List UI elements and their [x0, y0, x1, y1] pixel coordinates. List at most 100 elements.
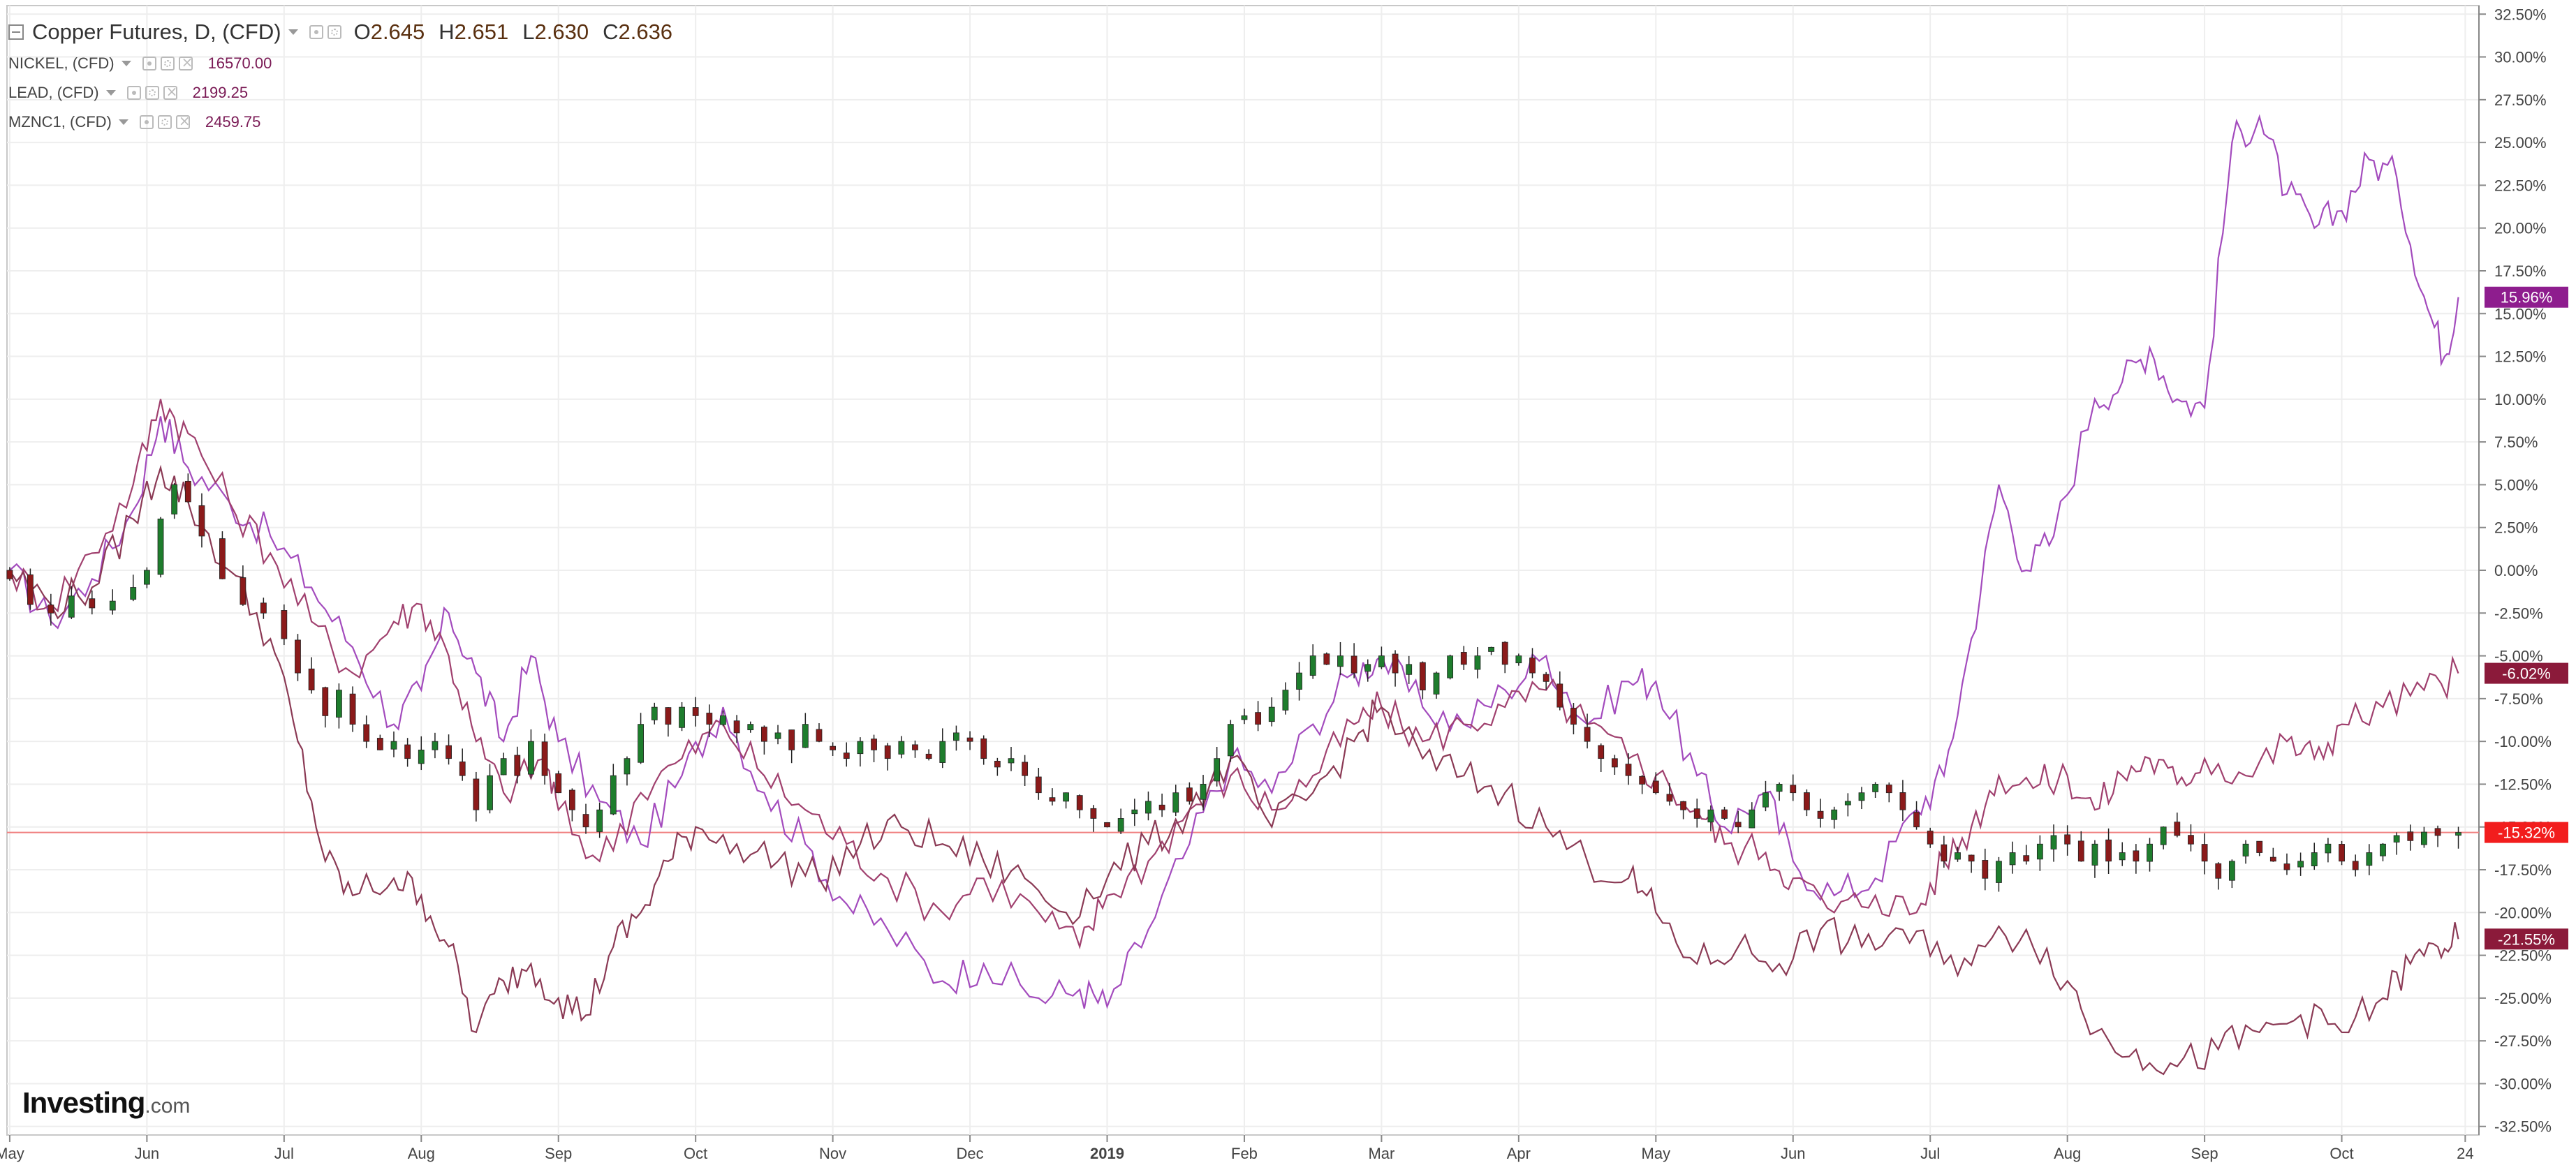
x-tick-label: Dec	[957, 1145, 984, 1162]
candle-up	[1296, 672, 1302, 690]
candle-down	[473, 778, 480, 810]
candle-down	[1652, 780, 1659, 794]
candle-down	[2269, 856, 2276, 862]
open-number: 2.645	[370, 20, 425, 44]
visibility-icon[interactable]	[309, 25, 323, 39]
legend-overlay-zinc: MZNC1, (CFD) 2459.75	[8, 107, 686, 137]
candle-down	[1090, 808, 1097, 819]
visibility-icon[interactable]	[139, 115, 154, 129]
candle-down	[1735, 822, 1742, 828]
candle-down	[1584, 727, 1591, 742]
candle-up	[1749, 809, 1756, 829]
y-tick-label: -5.00%	[2494, 648, 2543, 665]
x-tick-label: May	[0, 1145, 24, 1162]
candle-up	[1337, 655, 1344, 667]
candle-down	[2188, 835, 2194, 845]
visibility-icon[interactable]	[142, 57, 156, 71]
candle-up	[2325, 843, 2332, 854]
close-icon[interactable]	[175, 112, 191, 129]
candle-down	[1899, 792, 1906, 810]
candle-down	[1501, 641, 1508, 665]
candle-up	[2311, 852, 2318, 867]
candle-up	[1378, 655, 1385, 667]
logo-brand: Investing	[22, 1086, 145, 1119]
y-tick-label: 25.00%	[2494, 134, 2547, 151]
candle-down	[2064, 834, 2071, 845]
y-tick-label: -17.50%	[2494, 861, 2552, 879]
collapse-icon[interactable]	[8, 24, 24, 40]
y-tick-label: -12.50%	[2494, 776, 2552, 793]
candle-down	[925, 753, 932, 759]
candle-up	[2366, 852, 2373, 866]
candle-down	[2077, 840, 2084, 862]
candle-up	[651, 706, 658, 720]
close-icon[interactable]	[163, 83, 177, 100]
candle-down	[2407, 831, 2414, 841]
overlay-name[interactable]: NICKEL, (CFD)	[8, 54, 115, 72]
y-tick-label: -25.00%	[2494, 990, 2552, 1007]
candle-up	[2380, 843, 2386, 856]
candle-down	[2434, 828, 2441, 836]
y-tick-label: 0.00%	[2494, 562, 2538, 579]
main-symbol-title[interactable]: Copper Futures, D, (CFD)	[32, 20, 281, 44]
settings-gear-icon[interactable]	[157, 115, 172, 129]
high-label: H	[439, 20, 455, 44]
chevron-down-icon[interactable]	[121, 61, 131, 66]
candle-up	[2009, 852, 2016, 866]
candle-down	[308, 668, 315, 691]
candle-down	[912, 744, 918, 750]
candle-up	[802, 724, 809, 748]
candle-down	[1817, 810, 1824, 819]
settings-gear-icon[interactable]	[160, 57, 175, 71]
visibility-icon[interactable]	[126, 86, 141, 100]
candle-down	[281, 610, 288, 639]
chevron-down-icon[interactable]	[118, 119, 128, 125]
overlay-name[interactable]: MZNC1, (CFD)	[8, 113, 112, 131]
x-tick-label: Jul	[274, 1145, 294, 1162]
candle-up	[2297, 861, 2304, 868]
candle-down	[1941, 844, 1948, 862]
nickel-last-badge-text: 15.96%	[2501, 289, 2553, 306]
close-icon[interactable]	[178, 54, 193, 71]
candle-down	[1570, 708, 1577, 725]
candle-down	[89, 598, 96, 609]
candle-up	[2242, 843, 2249, 856]
y-tick-label: 7.50%	[2494, 433, 2538, 451]
candle-up	[1762, 792, 1769, 808]
candle-up	[1858, 792, 1865, 801]
candle-up	[939, 741, 946, 763]
y-tick-label: 17.50%	[2494, 262, 2547, 280]
candle-down	[1885, 785, 1892, 794]
legend-panel: Copper Futures, D, (CFD) O2.645 H2.651 L…	[8, 15, 686, 137]
candle-up	[2036, 843, 2043, 860]
candle-down	[871, 739, 877, 750]
y-tick-label: 10.00%	[2494, 391, 2547, 408]
overlay-name[interactable]: LEAD, (CFD)	[8, 84, 99, 101]
settings-gear-icon[interactable]	[145, 86, 159, 100]
candle-up	[2455, 832, 2461, 836]
candle-down	[2352, 861, 2359, 870]
candle-down	[2105, 839, 2112, 862]
y-tick-label: -27.50%	[2494, 1032, 2552, 1050]
candle-down	[1598, 745, 1605, 759]
candle-down	[2256, 840, 2263, 853]
candle-down	[843, 752, 850, 759]
y-tick-label: -22.50%	[2494, 947, 2552, 965]
candle-up	[2228, 861, 2235, 881]
candle-down	[219, 538, 226, 579]
candle-up	[1955, 852, 1961, 860]
candle-down	[788, 729, 795, 750]
x-tick-label: Jun	[1781, 1145, 1805, 1162]
candle-down	[322, 687, 329, 716]
chevron-down-icon[interactable]	[288, 29, 298, 35]
settings-gear-icon[interactable]	[327, 25, 341, 39]
candle-down	[541, 741, 548, 776]
y-tick-label: -2.50%	[2494, 604, 2543, 622]
chevron-down-icon[interactable]	[105, 90, 116, 96]
overlay-controls	[139, 112, 191, 129]
candle-up	[418, 750, 425, 764]
candle-down	[1255, 712, 1262, 725]
copper-last-badge	[2485, 822, 2568, 843]
candle-up	[1447, 655, 1454, 678]
